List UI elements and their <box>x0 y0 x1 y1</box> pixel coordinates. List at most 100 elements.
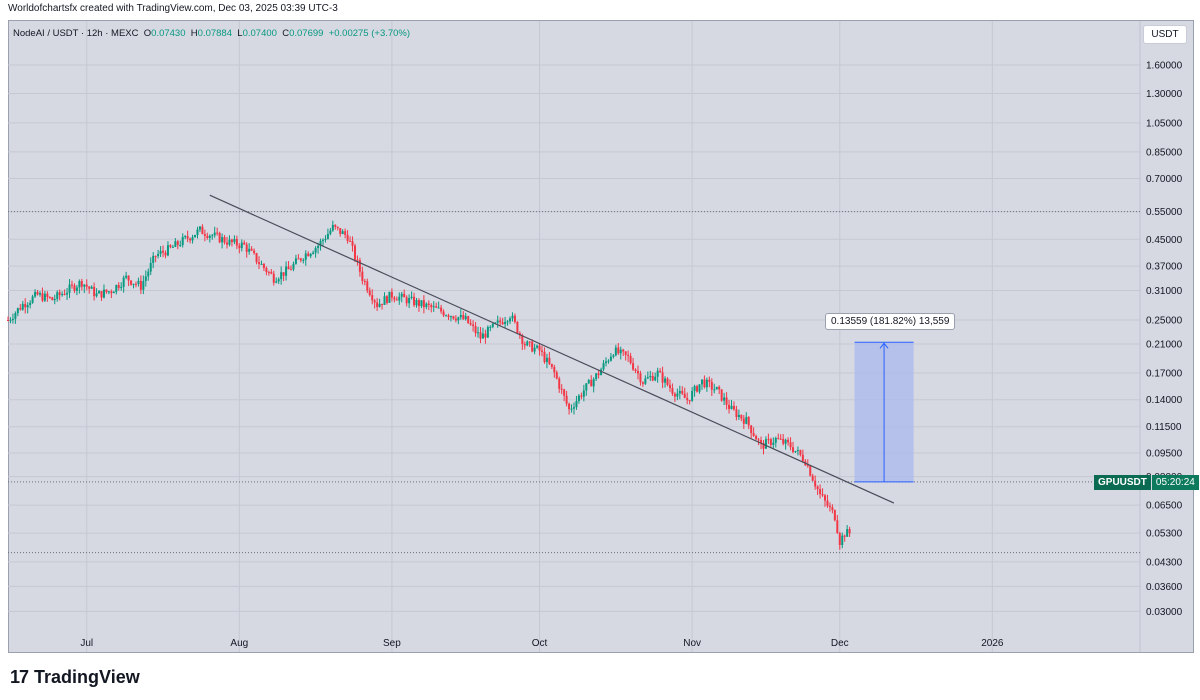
candle-body <box>107 291 110 293</box>
candle-body <box>555 372 558 379</box>
candle-body <box>201 226 204 235</box>
candle-body <box>787 439 790 443</box>
candle-body <box>287 266 290 270</box>
candle-body <box>270 272 273 274</box>
candle-body <box>230 239 233 243</box>
candle-body <box>312 252 315 254</box>
candle-body <box>248 248 251 252</box>
candle-body <box>833 510 836 521</box>
candle-body <box>799 450 802 455</box>
candle-body <box>646 377 649 379</box>
candle-body <box>779 438 782 440</box>
candle-body <box>16 308 19 314</box>
candle-body <box>784 439 787 444</box>
candle-body <box>213 232 216 236</box>
candle-body <box>531 341 534 352</box>
y-tick-label: 1.60000 <box>1146 60 1183 71</box>
candle-body <box>767 439 770 441</box>
candle-body <box>509 318 512 322</box>
candle-body <box>491 323 494 327</box>
candle-body <box>703 379 706 388</box>
candle-body <box>221 237 224 243</box>
candle-body <box>95 293 98 297</box>
measure-tool-label[interactable]: 0.13559 (181.82%) 13,559 <box>825 313 956 330</box>
candle-body <box>410 296 413 298</box>
candle-body <box>233 239 236 243</box>
candle-body <box>385 296 388 303</box>
candle-body <box>189 238 192 241</box>
y-tick-label: 0.25000 <box>1146 316 1183 327</box>
candle-body <box>511 315 514 319</box>
candle-body <box>63 294 66 296</box>
candle-body <box>329 230 332 234</box>
candle-body <box>553 366 556 373</box>
candle-body <box>627 354 630 357</box>
candle-body <box>536 345 539 348</box>
candle-body <box>469 323 472 325</box>
candle-body <box>481 333 484 339</box>
candle-body <box>184 236 187 238</box>
candle-body <box>267 271 270 273</box>
candle-body <box>98 291 101 294</box>
tradingview-brand[interactable]: 17 TradingView <box>10 667 140 688</box>
candle-body <box>740 414 743 419</box>
candle-body <box>723 397 726 401</box>
candle-body <box>115 285 118 292</box>
y-tick-label: 1.05000 <box>1146 118 1183 129</box>
candle-body <box>341 231 344 234</box>
y-tick-label: 0.14000 <box>1146 395 1183 406</box>
candle-body <box>398 296 401 301</box>
chart-frame[interactable] <box>8 20 1194 653</box>
candle-body <box>477 332 480 334</box>
candle-body <box>186 236 189 239</box>
candle-body <box>260 263 263 265</box>
candle-body <box>794 450 797 452</box>
candle-body <box>290 269 292 271</box>
candle-body <box>666 378 669 385</box>
candle-body <box>459 315 462 318</box>
candle-body <box>430 305 433 308</box>
candle-body <box>688 400 691 402</box>
candle-body <box>53 298 56 301</box>
candle-body <box>809 465 812 476</box>
candle-body <box>58 292 61 296</box>
candle-body <box>282 272 285 276</box>
candle-body <box>417 300 420 307</box>
candle-body <box>346 234 349 241</box>
candle-body <box>147 271 150 277</box>
candle-body <box>624 351 627 355</box>
candle-body <box>277 279 280 282</box>
x-tick-label: Jul <box>80 638 93 649</box>
candle-body <box>393 297 396 300</box>
ohlc-high-value: 0.07884 <box>197 28 232 39</box>
currency-button[interactable]: USDT <box>1143 25 1187 44</box>
y-tick-label: 0.21000 <box>1146 339 1183 350</box>
candle-body <box>568 403 571 410</box>
candle-body <box>597 373 600 376</box>
candle-body <box>486 327 489 338</box>
candle-body <box>659 370 662 373</box>
candle-body <box>750 425 753 434</box>
candle-body <box>395 299 398 301</box>
candle-body <box>80 281 83 287</box>
candle-body <box>757 439 760 441</box>
symbol-name[interactable]: NodeAI / USDT · 12h · MEXC <box>13 28 139 39</box>
candle-body <box>713 389 716 391</box>
candle-body <box>728 404 731 409</box>
candle-body <box>280 272 283 280</box>
candle-body <box>198 226 201 230</box>
candle-body <box>324 238 327 240</box>
candle-body <box>516 321 519 333</box>
y-tick-label: 0.31000 <box>1146 286 1183 297</box>
candle-body <box>742 418 745 424</box>
candle-body <box>265 267 268 272</box>
candle-body <box>24 303 27 308</box>
candle-body <box>61 294 64 296</box>
ohlc-low-value: 0.07400 <box>242 28 277 39</box>
candle-body <box>449 316 452 318</box>
candle-body <box>720 389 723 401</box>
candle-body <box>472 324 475 327</box>
candle-body <box>622 349 625 352</box>
candle-body <box>373 300 376 303</box>
